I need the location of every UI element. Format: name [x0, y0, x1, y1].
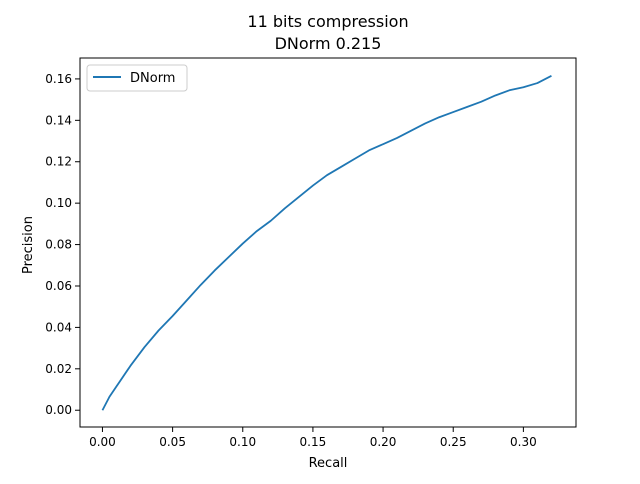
x-tick-label: 0.00 — [89, 435, 116, 449]
x-tick-label: 0.25 — [440, 435, 467, 449]
axes-frame — [79, 57, 577, 428]
x-axis-label: Recall — [309, 456, 348, 471]
plot-area: 0.00 0.05 0.10 0.15 0.20 0.25 0.30 0.00 0.02 0.04… — [45, 57, 577, 449]
x-tick-label: 0.20 — [370, 435, 397, 449]
legend-frame — [86, 64, 188, 92]
y-tick-label: 0.12 — [45, 155, 72, 169]
y-tick-label: 0.02 — [45, 362, 72, 376]
x-tick-label: 0.15 — [300, 435, 327, 449]
legend-label-dnorm: DNorm — [130, 71, 175, 86]
series-line-dnorm — [101, 75, 552, 411]
x-tick-label: 0.30 — [510, 435, 537, 449]
y-tick-label: 0.14 — [45, 113, 72, 127]
x-tick-label: 0.05 — [159, 435, 186, 449]
y-tick-label: 0.06 — [45, 279, 72, 293]
y-axis-label: Precision — [21, 216, 36, 274]
y-tick-label: 0.08 — [45, 238, 72, 252]
x-tick-label: 0.10 — [229, 435, 256, 449]
y-tick-label: 0.00 — [45, 403, 72, 417]
legend: DNorm — [86, 64, 188, 92]
y-tick-label: 0.10 — [45, 196, 72, 210]
y-tick-label: 0.16 — [45, 72, 72, 86]
chart-title-line1: 11 bits compression — [247, 12, 408, 31]
chart-title-line2: DNorm 0.215 — [275, 34, 382, 53]
y-tick-label: 0.04 — [45, 320, 72, 334]
